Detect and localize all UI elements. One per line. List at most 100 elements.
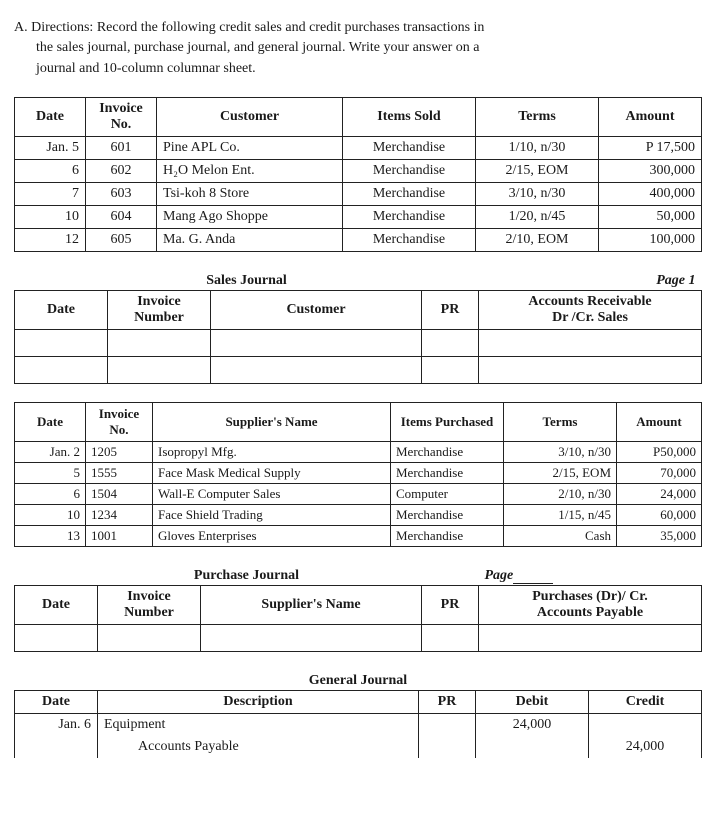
cell-date: 6 xyxy=(15,483,86,504)
cell-terms: 1/10, n/30 xyxy=(476,136,599,159)
purchase-journal-page: Page xyxy=(479,565,702,586)
empty-row xyxy=(15,356,702,383)
cell-date: Jan. 5 xyxy=(15,136,86,159)
cell-sup: Face Shield Trading xyxy=(153,504,391,525)
cell-inv: 603 xyxy=(86,182,157,205)
accounts-line2: Accounts Payable xyxy=(485,605,695,621)
col-terms: Terms xyxy=(476,97,599,136)
col-customer: Customer xyxy=(211,290,422,329)
cell-debit xyxy=(476,736,589,758)
empty-row xyxy=(15,329,702,356)
section-title-row: Sales Journal Page 1 xyxy=(15,270,702,291)
col-date: Date xyxy=(15,97,86,136)
cell-desc: Accounts Payable xyxy=(98,736,419,758)
cell-amt: 50,000 xyxy=(599,205,702,228)
sales-journal-table: Sales Journal Page 1 Date Invoice Number… xyxy=(14,270,702,384)
cell-credit: 24,000 xyxy=(589,736,702,758)
cell-item: Merchandise xyxy=(391,525,504,546)
col-invoice: Invoice Number xyxy=(108,290,211,329)
table-header-row: Date Invoice Number Customer PR Accounts… xyxy=(15,290,702,329)
cell-amt: 35,000 xyxy=(617,525,702,546)
cell-amt: 100,000 xyxy=(599,228,702,251)
col-accounts: Accounts Receivable Dr /Cr. Sales xyxy=(479,290,702,329)
cell-desc: Equipment xyxy=(98,713,419,736)
table-row: 6 1504 Wall-E Computer Sales Computer 2/… xyxy=(15,483,702,504)
col-pr: PR xyxy=(422,585,479,624)
cell-terms: Cash xyxy=(504,525,617,546)
cell-inv: 1234 xyxy=(86,504,153,525)
table-row: 12 605 Ma. G. Anda Merchandise 2/10, EOM… xyxy=(15,228,702,251)
cell-date: Jan. 2 xyxy=(15,441,86,462)
col-supplier: Supplier's Name xyxy=(153,402,391,441)
purchase-journal-title: Purchase Journal xyxy=(15,565,479,586)
cell-date xyxy=(15,736,98,758)
table-header-row: Date Invoice Number Supplier's Name PR P… xyxy=(15,585,702,624)
section-title-row: General Journal xyxy=(15,670,702,691)
cell-inv: 1504 xyxy=(86,483,153,504)
empty-row xyxy=(15,624,702,651)
col-date: Date xyxy=(15,690,98,713)
accounts-line1: Accounts Receivable xyxy=(485,294,695,310)
col-date: Date xyxy=(15,585,98,624)
table-row: 6 602 H₂O Melon Ent. Merchandise 2/15, E… xyxy=(15,159,702,182)
cell-date: 13 xyxy=(15,525,86,546)
cell-sup: Gloves Enterprises xyxy=(153,525,391,546)
col-invoice: Invoice Number xyxy=(98,585,201,624)
col-pr: PR xyxy=(419,690,476,713)
cell-cust: Ma. G. Anda xyxy=(157,228,343,251)
sales-journal-page: Page 1 xyxy=(479,270,702,291)
cell-date: 10 xyxy=(15,205,86,228)
table-header-row: Date Invoice No. Supplier's Name Items P… xyxy=(15,402,702,441)
cell-terms: 2/10, EOM xyxy=(476,228,599,251)
cell-terms: 3/10, n/30 xyxy=(504,441,617,462)
cell-date: 5 xyxy=(15,462,86,483)
col-invoice: Invoice No. xyxy=(86,97,157,136)
cell-terms: 2/10, n/30 xyxy=(504,483,617,504)
table-row: 13 1001 Gloves Enterprises Merchandise C… xyxy=(15,525,702,546)
col-date: Date xyxy=(15,290,108,329)
table-row: 5 1555 Face Mask Medical Supply Merchand… xyxy=(15,462,702,483)
col-invoice: Invoice No. xyxy=(86,402,153,441)
cell-inv: 1555 xyxy=(86,462,153,483)
col-credit: Credit xyxy=(589,690,702,713)
table-row: Jan. 5 601 Pine APL Co. Merchandise 1/10… xyxy=(15,136,702,159)
general-journal-title: General Journal xyxy=(15,670,702,691)
cell-cust: Mang Ago Shoppe xyxy=(157,205,343,228)
cell-sup: Face Mask Medical Supply xyxy=(153,462,391,483)
cell-date: 6 xyxy=(15,159,86,182)
cell-inv: 605 xyxy=(86,228,157,251)
cell-amt: P 17,500 xyxy=(599,136,702,159)
table-row: 10 604 Mang Ago Shoppe Merchandise 1/20,… xyxy=(15,205,702,228)
col-items: Items Sold xyxy=(343,97,476,136)
col-desc: Description xyxy=(98,690,419,713)
cell-cust: H₂O Melon Ent. xyxy=(157,159,343,182)
cell-terms: 2/15, EOM xyxy=(476,159,599,182)
cell-credit xyxy=(589,713,702,736)
col-pr: PR xyxy=(422,290,479,329)
cell-cust: Pine APL Co. xyxy=(157,136,343,159)
purchase-journal-table: Purchase Journal Page Date Invoice Numbe… xyxy=(14,565,702,652)
directions-lead: A. Directions: xyxy=(14,20,93,35)
general-journal-table: General Journal Date Description PR Debi… xyxy=(14,670,702,758)
col-customer: Customer xyxy=(157,97,343,136)
col-amount: Amount xyxy=(599,97,702,136)
table-header-row: Date Description PR Debit Credit xyxy=(15,690,702,713)
cell-date: 7 xyxy=(15,182,86,205)
cell-item: Merchandise xyxy=(391,462,504,483)
cell-pr xyxy=(419,736,476,758)
cell-inv: 604 xyxy=(86,205,157,228)
cell-terms: 1/15, n/45 xyxy=(504,504,617,525)
cell-item: Merchandise xyxy=(343,205,476,228)
directions-block: A. Directions: Record the following cred… xyxy=(14,18,702,79)
col-terms: Terms xyxy=(504,402,617,441)
cell-amt: 60,000 xyxy=(617,504,702,525)
cell-item: Merchandise xyxy=(343,159,476,182)
cell-terms: 1/20, n/45 xyxy=(476,205,599,228)
table-header-row: Date Invoice No. Customer Items Sold Ter… xyxy=(15,97,702,136)
cell-debit: 24,000 xyxy=(476,713,589,736)
col-date: Date xyxy=(15,402,86,441)
section-title-row: Purchase Journal Page xyxy=(15,565,702,586)
cell-amt: 300,000 xyxy=(599,159,702,182)
cell-amt: 70,000 xyxy=(617,462,702,483)
cell-item: Merchandise xyxy=(343,136,476,159)
